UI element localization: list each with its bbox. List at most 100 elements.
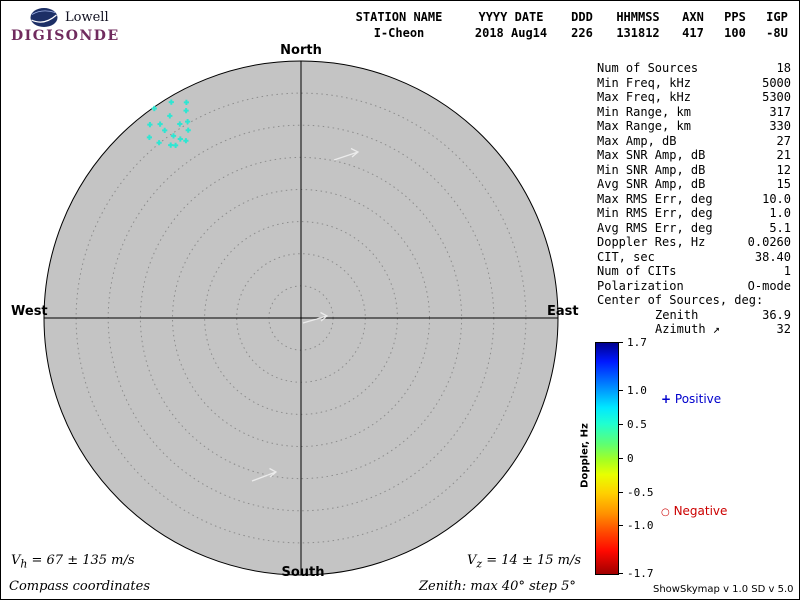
stat-row: Avg RMS Err, deg 5.1	[597, 221, 791, 236]
stat-row: Max Range, km 330	[597, 119, 791, 134]
stat-label: Max Amp, dB	[597, 133, 677, 148]
header-columns: STATION NAME YYYY DATE DDD HHMMSS AXN PP…	[339, 9, 795, 25]
header-value-igp: -8U	[766, 26, 788, 40]
stat-row: Num of Sources 18	[597, 61, 791, 76]
colorbar-tick: 1.7	[619, 336, 647, 349]
colorbar-tick-label: 1.7	[627, 336, 647, 349]
source-marker	[157, 121, 163, 127]
coordinates-note: Compass coordinates	[9, 579, 150, 594]
colorbar-tick: 0	[619, 452, 634, 465]
horizontal-velocity: Vh = 67 ± 135 m/s	[11, 553, 135, 571]
stat-row: Azimuth ↗ 32	[597, 322, 791, 337]
vh-subscript: h	[20, 557, 28, 571]
vz-symbol: V	[467, 553, 477, 568]
stat-value: 5000	[762, 75, 791, 90]
source-marker	[156, 140, 162, 146]
source-marker	[147, 122, 153, 128]
source-marker	[173, 142, 179, 148]
stat-value: 21	[776, 148, 791, 162]
header-col-igp: IGP	[766, 10, 788, 24]
colorbar-tick: 0.5	[619, 418, 647, 431]
source-markers	[146, 99, 191, 148]
stat-value: 10.0	[762, 191, 791, 206]
vh-value: = 67 ± 135 m/s	[27, 553, 135, 568]
header-value-ddd: 226	[571, 26, 593, 40]
drift-arrows	[251, 147, 360, 482]
vz-subscript: z	[476, 557, 483, 571]
stat-row: Max Amp, dB 27	[597, 134, 791, 149]
vertical-velocity: Vz = 14 ± 15 m/s	[467, 553, 581, 571]
south-label: South	[281, 565, 325, 580]
source-marker	[168, 99, 174, 105]
source-marker	[167, 113, 173, 119]
source-marker	[151, 105, 157, 112]
header-values: I-Cheon 2018 Aug14 226 131812 417 100 -8…	[339, 25, 795, 41]
source-marker	[185, 127, 191, 133]
stat-row: Num of CITs 1	[597, 264, 791, 279]
stat-row: Doppler Res, Hz 0.0260	[597, 235, 791, 250]
negative-symbol-icon: ○	[661, 507, 670, 518]
stat-row: Min Freq, kHz 5000	[597, 76, 791, 91]
stat-value: 0.0260	[747, 235, 791, 249]
header-value-station: I-Cheon	[373, 26, 425, 40]
stat-row: Zenith 36.9	[597, 308, 791, 323]
stat-label: Min Freq, kHz	[597, 75, 691, 90]
source-marker	[183, 138, 189, 144]
stat-value: 1	[783, 264, 791, 278]
stat-label: CIT, sec	[597, 249, 655, 264]
colorbar-title: Doppler, Hz	[579, 423, 591, 488]
source-marker	[183, 99, 189, 105]
logo: Lowell DIGISONDE	[11, 7, 141, 44]
drift-arrow-icon	[333, 147, 360, 161]
source-marker	[185, 119, 191, 125]
header-value-date: 2018 Aug14	[474, 26, 548, 40]
west-label: West	[11, 304, 48, 319]
stat-label: Max RMS Err, deg	[597, 191, 713, 206]
stat-row: Max Freq, kHz 5300	[597, 90, 791, 105]
stat-label: Num of Sources	[597, 61, 699, 75]
logo-product: DIGISONDE	[11, 28, 120, 44]
stat-row: Min SNR Amp, dB 12	[597, 163, 791, 178]
stat-row: Max RMS Err, deg 10.0	[597, 192, 791, 207]
vh-symbol: V	[11, 553, 21, 568]
source-marker	[177, 121, 183, 127]
header-bar: STATION NAME YYYY DATE DDD HHMMSS AXN PP…	[339, 9, 795, 41]
colorbar-ticks: 1.7 1.0 0.5 0 -0.5 -1.0 -1.7	[619, 336, 663, 580]
colorbar-tick-label: 0.5	[627, 417, 647, 431]
stat-row: Min RMS Err, deg 1.0	[597, 206, 791, 221]
colorbar-tick-label: -0.5	[627, 485, 654, 499]
colorbar-tick-label: -1.0	[627, 519, 654, 533]
drift-arrow-icon	[302, 311, 329, 324]
stat-value: 1.0	[769, 206, 791, 220]
stat-row: Center of Sources, deg:	[597, 293, 791, 308]
stat-label: Min Range, km	[597, 104, 691, 119]
north-label: North	[280, 43, 322, 58]
colorbar-tick: -1.0	[619, 519, 654, 532]
header-col-station: STATION NAME	[355, 10, 443, 24]
stat-label: Max SNR Amp, dB	[597, 148, 706, 162]
stat-value: 38.40	[754, 249, 791, 264]
stat-row: Min Range, km 317	[597, 105, 791, 120]
logo-brand: Lowell	[65, 10, 109, 25]
stat-label: Num of CITs	[597, 264, 677, 278]
source-marker	[162, 127, 168, 133]
stat-value: 12	[776, 162, 791, 177]
source-marker	[146, 134, 152, 140]
source-marker	[177, 136, 183, 142]
colorbar-tick-label: 1.0	[627, 383, 647, 397]
header-value-axn: 417	[682, 26, 704, 40]
header-col-time: HHMMSS	[616, 10, 660, 24]
legend-positive: + Positive	[661, 392, 721, 406]
stat-value: 15	[776, 177, 791, 191]
stat-label: Max Freq, kHz	[597, 90, 691, 104]
stat-label: Doppler Res, Hz	[597, 235, 706, 249]
stat-label: Min RMS Err, deg	[597, 206, 713, 220]
stat-label: Avg RMS Err, deg	[597, 220, 713, 235]
header-value-pps: 100	[724, 26, 746, 40]
stat-label: Azimuth ↗	[655, 322, 721, 336]
colorbar-tick: 1.0	[619, 384, 647, 397]
positive-symbol-icon: +	[661, 392, 672, 406]
source-marker	[168, 142, 174, 148]
colorbar-tick-label: -1.7	[627, 567, 654, 580]
skymap-plot	[43, 60, 559, 576]
